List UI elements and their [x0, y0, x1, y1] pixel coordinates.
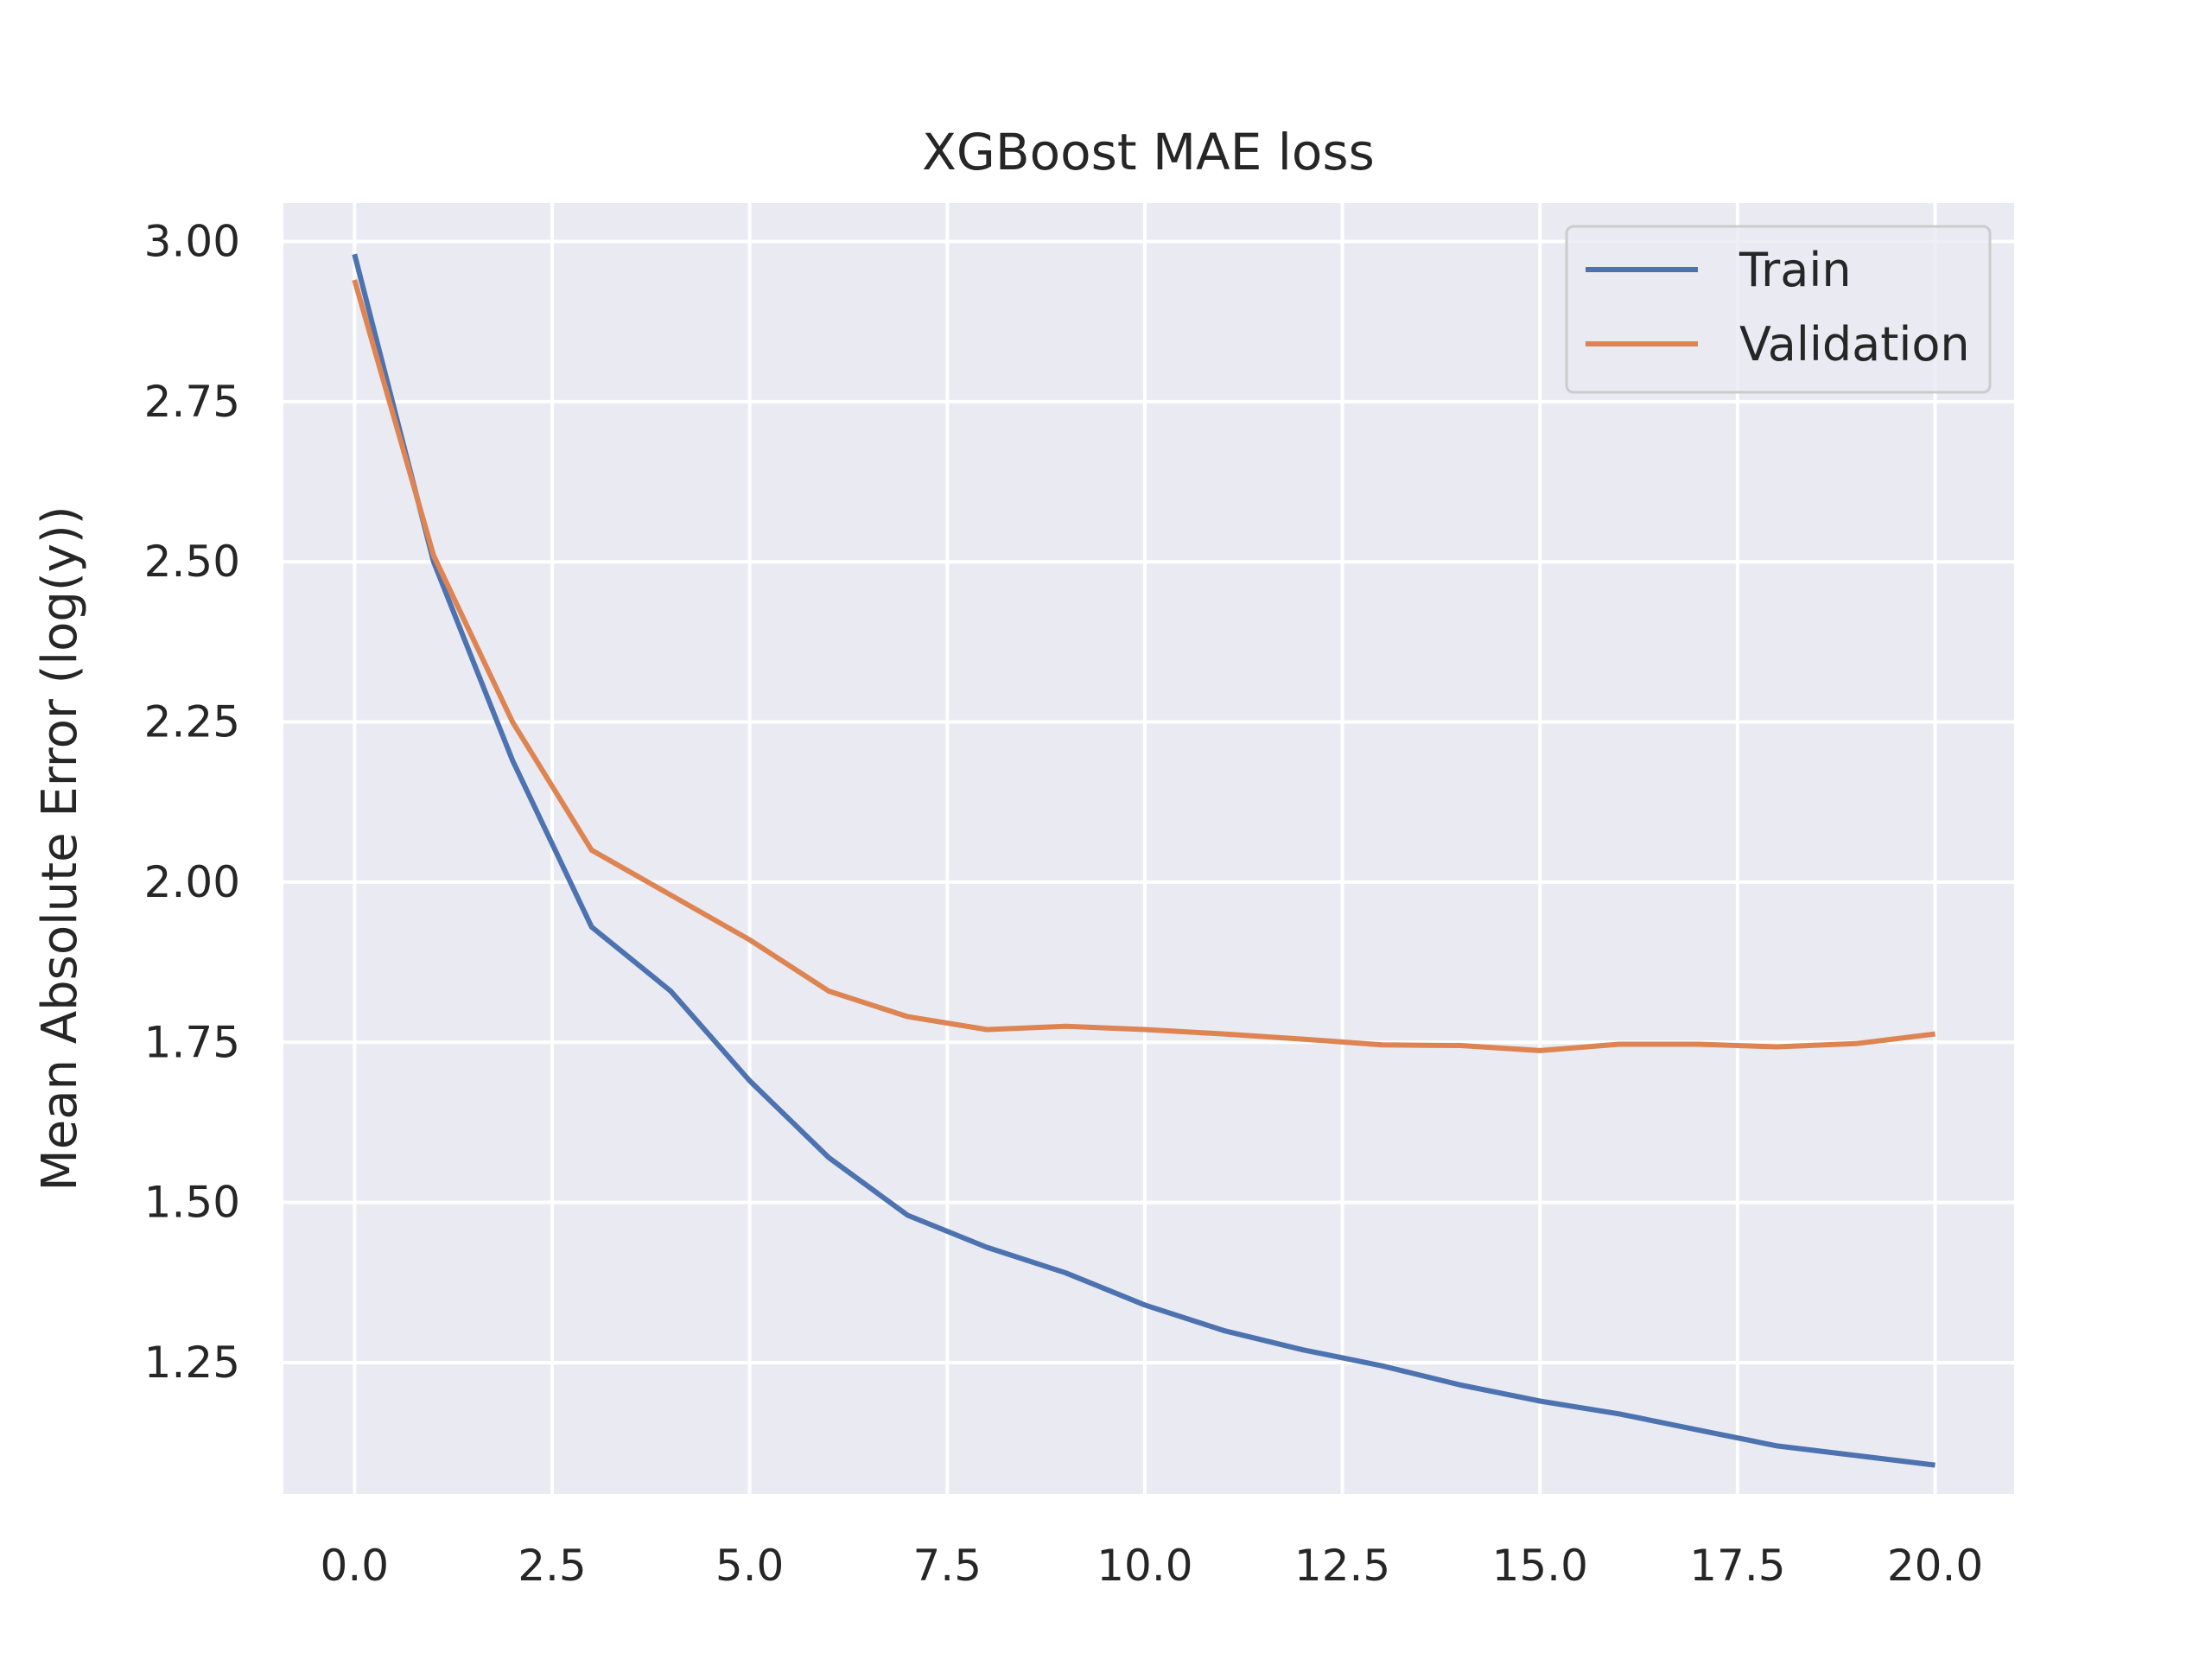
y-tick-label: 2.25	[144, 697, 240, 747]
y-tick-label: 1.25	[144, 1338, 240, 1388]
x-tick-label: 0.0	[321, 1541, 390, 1591]
chart-title: XGBoost MAE loss	[922, 123, 1375, 181]
x-tick-labels: 0.0 2.5 5.0 7.5 10.0 12.5 15.0 17.5 20.0	[321, 1541, 1984, 1591]
series-line-validation	[352, 279, 1936, 1053]
legend-label-validation: Validation	[1739, 317, 1970, 372]
y-axis-label: Mean Absolute Error (log(y))	[32, 505, 88, 1191]
y-tick-label: 1.50	[144, 1178, 240, 1228]
x-tick-label: 12.5	[1294, 1541, 1390, 1591]
x-tick-label: 5.0	[715, 1541, 785, 1591]
y-tick-label: 2.50	[144, 537, 240, 587]
y-tick-labels: 1.25 1.50 1.75 2.00 2.25 2.50 2.75 3.00	[144, 216, 240, 1388]
y-tick-label: 2.00	[144, 857, 240, 907]
y-tick-label: 1.75	[144, 1017, 240, 1067]
x-tick-label: 20.0	[1887, 1541, 1983, 1591]
legend: Train Validation	[1565, 225, 1992, 394]
grid	[283, 203, 2014, 1494]
y-tick-label: 3.00	[144, 216, 240, 266]
series-line-train	[352, 253, 1936, 1468]
legend-label-train: Train	[1738, 243, 1852, 297]
x-tick-label: 10.0	[1096, 1541, 1192, 1591]
x-tick-label: 7.5	[913, 1541, 982, 1591]
x-tick-label: 2.5	[518, 1541, 587, 1591]
series-layer	[352, 253, 1936, 1468]
y-tick-label: 2.75	[144, 377, 240, 427]
plot-background	[283, 203, 2014, 1494]
x-tick-label: 17.5	[1689, 1541, 1785, 1591]
x-tick-label: 15.0	[1492, 1541, 1588, 1591]
